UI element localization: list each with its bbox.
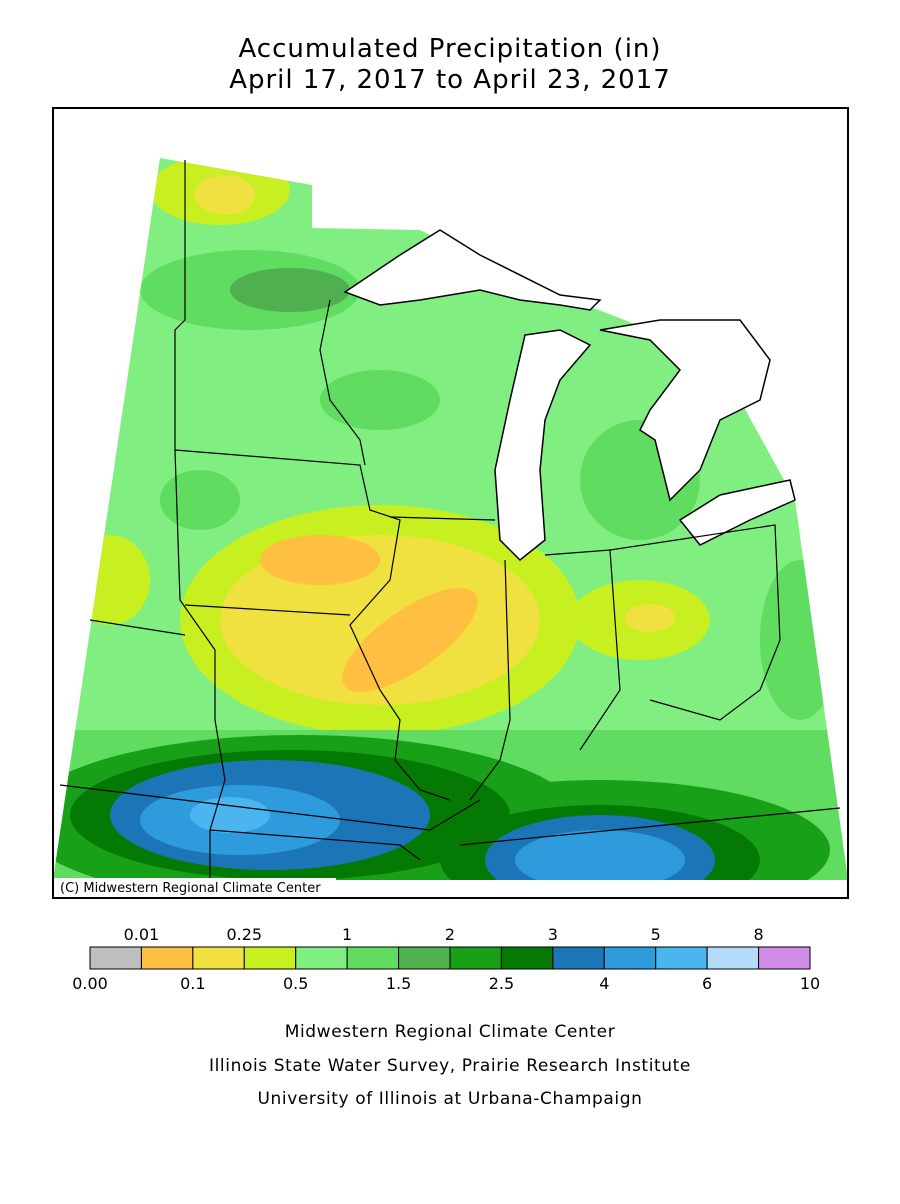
legend-swatch xyxy=(603,946,657,970)
legend-label: 0.25 xyxy=(226,925,262,944)
legend-label: 2 xyxy=(445,925,455,944)
legend-label: 1 xyxy=(342,925,352,944)
footer-line: University of Illinois at Urbana-Champai… xyxy=(257,1089,642,1109)
legend-label: 2.5 xyxy=(489,974,514,993)
legend-swatch xyxy=(449,946,502,970)
legend-label: 10 xyxy=(800,974,820,993)
credit-box xyxy=(54,878,336,896)
footer-line: Illinois State Water Survey, Prairie Res… xyxy=(209,1056,691,1076)
legend-swatch xyxy=(243,946,297,970)
subtitle: April 17, 2017 to April 23, 2017 xyxy=(229,65,671,95)
footer-line: Midwestern Regional Climate Center xyxy=(285,1022,616,1042)
legend-label: 4 xyxy=(599,974,609,993)
legend-label: 5 xyxy=(651,925,661,944)
legend-swatch xyxy=(398,946,451,970)
legend: 0.00 0.01 0.1 0.25 0.5 1 1.5 2 2.5 3 4 5 6 8 10 xyxy=(72,925,820,993)
legend-label: 8 xyxy=(753,925,763,944)
map-frame xyxy=(52,107,849,899)
legend-label: 0.01 xyxy=(124,925,160,944)
legend-label: 0.5 xyxy=(283,974,308,993)
legend-swatch xyxy=(758,946,811,970)
legend-label: 3 xyxy=(548,925,558,944)
legend-label: 1.5 xyxy=(386,974,411,993)
legend-swatch xyxy=(295,946,348,970)
legend-swatch xyxy=(89,946,142,970)
legend-swatch xyxy=(706,946,760,970)
legend-swatch xyxy=(655,946,708,970)
title: Accumulated Precipitation (in) xyxy=(238,34,661,64)
great-lakes xyxy=(343,229,796,562)
credit: (C) Midwestern Regional Climate Center xyxy=(60,881,321,896)
legend-swatch xyxy=(346,946,400,970)
legend-swatch xyxy=(192,946,245,970)
legend-label: 0.00 xyxy=(72,974,108,993)
legend-label: 6 xyxy=(702,974,712,993)
legend-label: 0.1 xyxy=(180,974,205,993)
map: (C) Midwestern Regional Climate Center xyxy=(53,158,848,896)
legend-swatch xyxy=(500,946,554,970)
state-borders xyxy=(59,160,841,880)
legend-swatch xyxy=(552,946,605,970)
legend-swatch xyxy=(140,946,194,970)
